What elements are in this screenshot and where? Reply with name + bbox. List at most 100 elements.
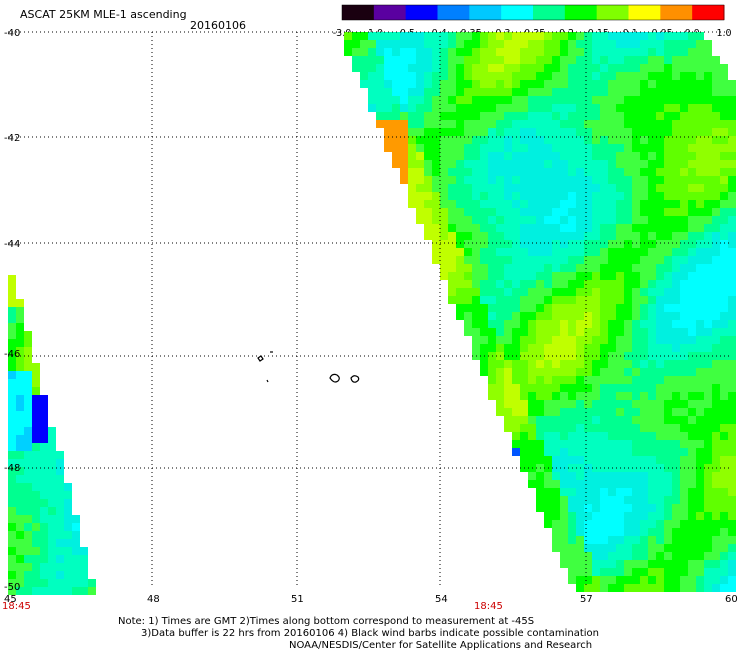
data-cell [552,120,560,128]
data-cell [488,304,496,312]
data-cell [48,539,56,547]
data-cell [520,360,528,368]
data-cell [8,443,16,451]
data-cell [480,120,488,128]
data-cell [456,208,464,216]
data-cell [8,387,16,395]
data-cell [496,224,504,232]
data-cell [600,56,608,64]
data-cell [560,368,568,376]
data-cell [624,456,632,464]
data-cell [528,472,536,480]
data-cell [720,376,728,384]
data-cell [704,192,712,200]
data-cell [440,88,448,96]
data-cell [560,512,568,520]
data-cell [568,336,576,344]
data-cell [584,408,592,416]
data-cell [640,448,648,456]
data-cell [672,400,680,408]
data-cell [704,520,712,528]
data-cell [632,576,640,584]
data-cell [440,256,448,264]
data-cell [576,64,584,72]
data-cell [696,96,704,104]
data-cell [440,64,448,72]
colorbar-swatch [405,5,438,20]
data-cell [568,104,576,112]
data-cell [688,192,696,200]
data-cell [640,432,648,440]
data-cell [456,192,464,200]
data-cell [648,328,656,336]
data-cell [712,104,720,112]
data-cell [624,152,632,160]
data-cell [32,467,40,475]
data-cell [648,400,656,408]
data-cell [392,88,400,96]
data-cell [544,144,552,152]
data-cell [472,168,480,176]
data-cell [648,200,656,208]
data-cell [696,488,704,496]
data-cell [656,160,664,168]
data-cell [448,192,456,200]
data-cell [568,176,576,184]
data-cell [520,72,528,80]
data-cell [512,328,520,336]
data-cell [536,88,544,96]
data-cell [504,288,512,296]
data-cell [472,48,480,56]
data-cell [712,568,720,576]
data-cell [696,400,704,408]
data-cell [8,395,16,403]
data-cell [712,152,720,160]
data-cell [640,328,648,336]
data-cell [672,392,680,400]
data-cell [408,160,416,168]
data-cell [584,480,592,488]
data-cell [552,72,560,80]
data-cell [520,144,528,152]
data-cell [544,168,552,176]
data-cell [16,523,24,531]
data-cell [728,160,736,168]
data-cell [640,144,648,152]
data-cell [544,64,552,72]
data-cell [520,440,528,448]
data-cell [8,315,16,323]
data-cell [672,584,680,592]
data-cell [432,240,440,248]
data-cell [72,563,80,571]
data-cell [680,168,688,176]
data-cell [32,499,40,507]
y-label: -40 [4,28,20,39]
data-cell [464,88,472,96]
data-cell [688,328,696,336]
data-cell [456,144,464,152]
data-cell [24,451,32,459]
data-cell [552,136,560,144]
data-cell [720,168,728,176]
data-cell [704,560,712,568]
data-cell [616,520,624,528]
data-cell [416,160,424,168]
data-cell [488,296,496,304]
data-cell [576,344,584,352]
data-cell [672,96,680,104]
data-cell [512,320,520,328]
data-cell [616,376,624,384]
data-cell [640,120,648,128]
data-cell [656,120,664,128]
data-cell [656,48,664,56]
data-cell [632,304,640,312]
data-cell [520,344,528,352]
data-cell [8,587,16,595]
data-cell [616,432,624,440]
data-cell [696,424,704,432]
data-cell [592,184,600,192]
data-cell [592,584,600,592]
data-cell [584,432,592,440]
data-cell [504,72,512,80]
data-cell [616,216,624,224]
